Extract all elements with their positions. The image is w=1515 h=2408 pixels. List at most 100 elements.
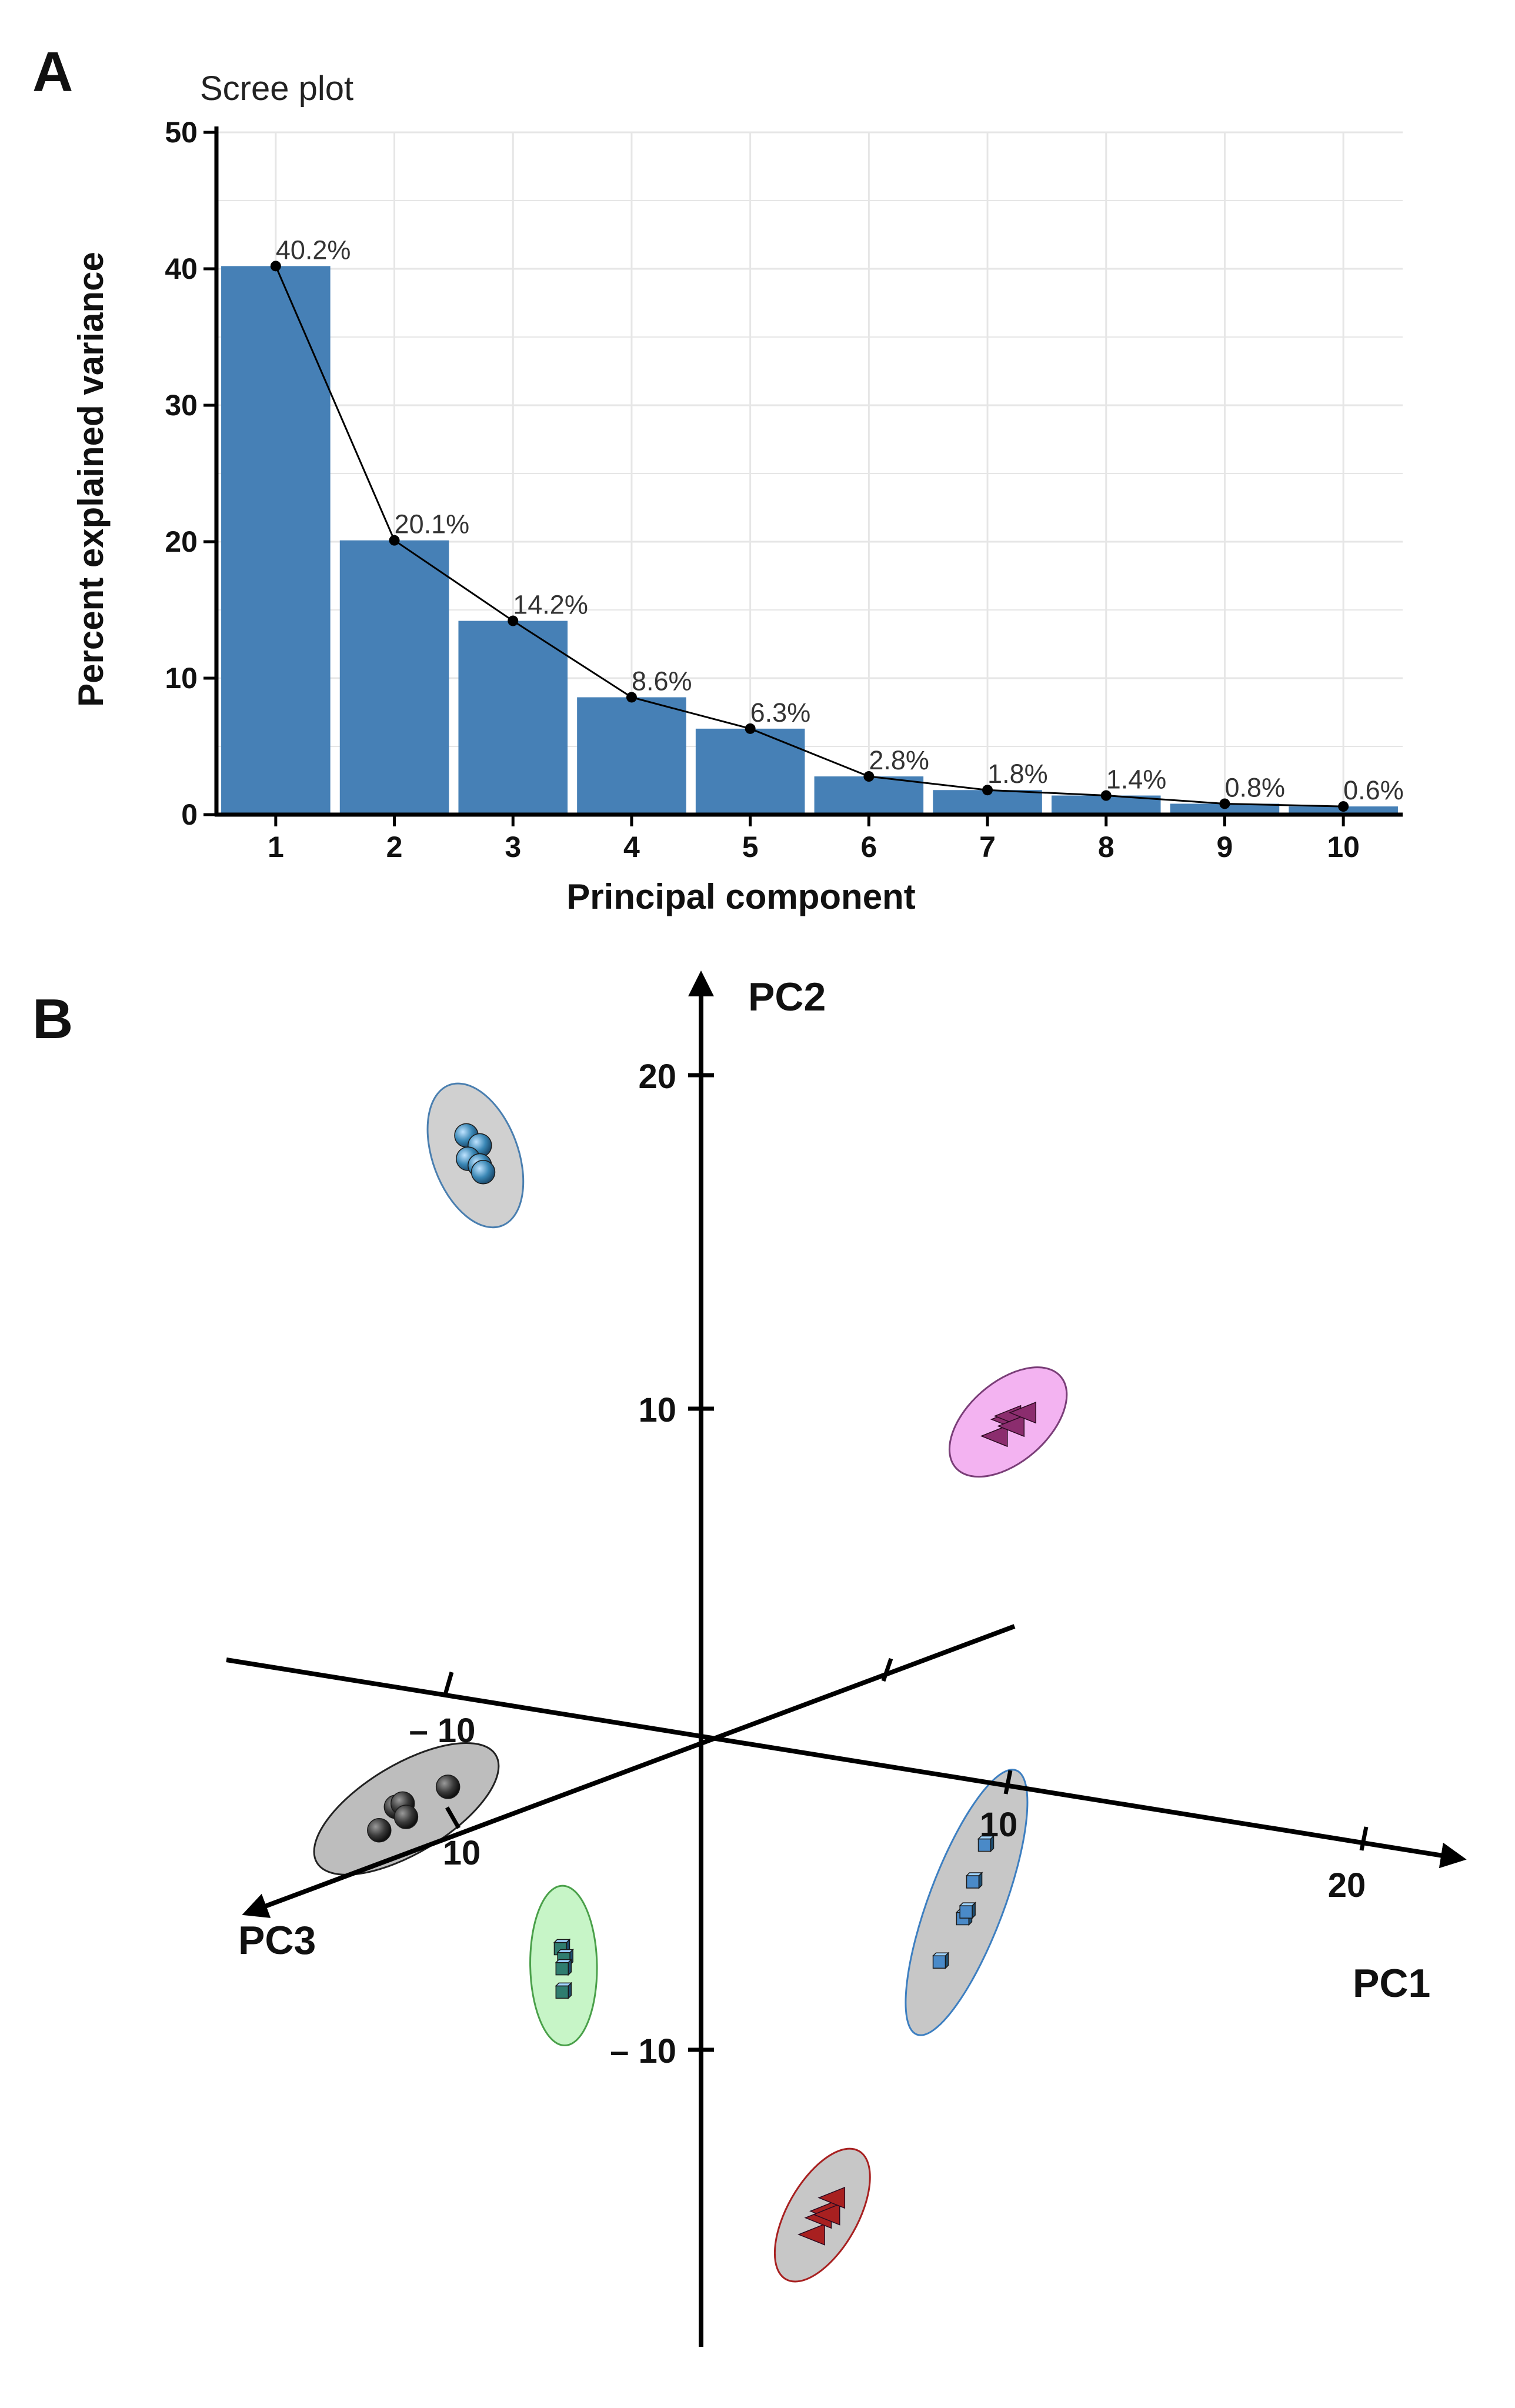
scree-point-pc7 bbox=[982, 785, 993, 796]
cluster-6-point-1 bbox=[797, 2223, 825, 2246]
scree-y-ticks: 0 10 20 30 40 50 bbox=[165, 116, 216, 831]
scree-x-ticks: 1 2 3 4 5 6 7 8 9 10 bbox=[268, 815, 1360, 863]
panel-b-letter: B bbox=[32, 988, 73, 1050]
scree-data-labels: 40.2% 20.1% 14.2% 8.6% 6.3% 2.8% 1.8% 1.4% 0.8% 0… bbox=[276, 235, 1404, 805]
scree-point-pc8 bbox=[1100, 790, 1112, 801]
pc3-tick-label-10: 10 bbox=[443, 1834, 481, 1872]
cluster-5-point-4 bbox=[965, 1872, 983, 1889]
cluster-4-point-3 bbox=[555, 1958, 573, 1976]
scree-point-pc1 bbox=[270, 261, 281, 272]
x-tick-label: 3 bbox=[505, 831, 521, 863]
x-tick-label: 5 bbox=[742, 831, 759, 863]
pc1-tick-label-20: 20 bbox=[1328, 1866, 1366, 1905]
cluster-4-point-4 bbox=[555, 1982, 573, 2000]
panel-a-letter: A bbox=[32, 41, 73, 104]
scree-point-pc9 bbox=[1219, 798, 1230, 809]
cluster-3-point-4 bbox=[393, 1805, 419, 1829]
pc2-tick-label-neg10: – 10 bbox=[610, 2032, 676, 2070]
pc3-tick-10 bbox=[445, 1806, 461, 1829]
cluster-2-point-5 bbox=[1009, 1402, 1036, 1424]
pc1-tick-label-10: 10 bbox=[980, 1806, 1018, 1844]
y-tick-label: 20 bbox=[165, 525, 198, 558]
pc3-label: PC3 bbox=[238, 1918, 316, 1963]
pca-3d-scatter: PC2 PC1 PC3 20 10 – 10 10 20 – 10 10 bbox=[226, 970, 1467, 2347]
scree-point-pc3 bbox=[508, 615, 519, 626]
pc3-tick-neg10 bbox=[443, 1672, 454, 1695]
data-label-pc7: 1.8% bbox=[987, 759, 1048, 789]
scree-x-axis-title: Principal component bbox=[566, 877, 915, 916]
pc1-axis bbox=[226, 1657, 1467, 1869]
y-tick-label: 10 bbox=[165, 662, 198, 695]
cluster-ellipses bbox=[313, 1082, 1068, 2283]
cluster-6-point-5 bbox=[817, 2186, 846, 2209]
cube-side bbox=[978, 1872, 983, 1889]
pc2-label: PC2 bbox=[748, 975, 826, 1019]
y-tick-label: 50 bbox=[165, 116, 198, 149]
data-label-pc3: 14.2% bbox=[513, 590, 588, 620]
data-label-pc5: 6.3% bbox=[750, 698, 811, 728]
data-label-pc4: 8.6% bbox=[632, 666, 692, 696]
bar-pc1 bbox=[221, 266, 331, 815]
scree-point-pc5 bbox=[745, 723, 756, 734]
cube-side bbox=[990, 1835, 995, 1853]
x-tick-label: 10 bbox=[1327, 831, 1360, 863]
cluster-1-point-5 bbox=[470, 1160, 496, 1185]
cluster-6-point-4 bbox=[812, 2203, 840, 2226]
cluster-5-point-5 bbox=[977, 1835, 995, 1853]
data-label-pc6: 2.8% bbox=[869, 745, 929, 775]
y-tick-label: 30 bbox=[165, 389, 198, 422]
cluster-3-point-5 bbox=[435, 1775, 460, 1799]
scree-point-pc2 bbox=[389, 535, 400, 546]
cube-front bbox=[966, 1875, 980, 1889]
cube-front bbox=[555, 1962, 569, 1976]
scree-title: Scree plot bbox=[200, 69, 353, 108]
pca-axes bbox=[226, 970, 1467, 2347]
cluster-2-point-4 bbox=[997, 1415, 1025, 1438]
cube-front bbox=[959, 1905, 973, 1919]
pc3-tick-pos-back bbox=[881, 1657, 893, 1682]
y-tick-label: 0 bbox=[181, 798, 198, 831]
scree-point-pc10 bbox=[1338, 801, 1349, 812]
scree-plot: Scree plot 40.2% 20.1% 14.2% 8.6% 6.3% 2.8% 1.… bbox=[71, 69, 1404, 916]
pc3-tick-label-neg10: – 10 bbox=[409, 1712, 476, 1750]
cube-side bbox=[972, 1902, 976, 1919]
pc1-label: PC1 bbox=[1353, 1961, 1430, 2006]
bar-pc6 bbox=[814, 776, 924, 815]
data-label-pc10: 0.6% bbox=[1343, 775, 1404, 805]
x-tick-label: 6 bbox=[860, 831, 877, 863]
pc2-tick-label-20: 20 bbox=[638, 1058, 676, 1096]
pc1-tick-10 bbox=[1003, 1770, 1013, 1795]
x-tick-label: 7 bbox=[979, 831, 996, 863]
cluster-2-point-1 bbox=[980, 1425, 1008, 1448]
scree-point-pc4 bbox=[626, 692, 637, 703]
cube-front bbox=[932, 1955, 946, 1969]
data-label-pc1: 40.2% bbox=[276, 235, 351, 265]
cube-side bbox=[568, 1982, 572, 2000]
cluster-5-point-1 bbox=[932, 1952, 950, 1970]
cluster-5-point-3 bbox=[959, 1902, 976, 1919]
scree-axes bbox=[214, 126, 1403, 817]
cluster-points bbox=[367, 1123, 1036, 2246]
scree-point-pc6 bbox=[863, 771, 875, 782]
data-label-pc9: 0.8% bbox=[1224, 772, 1285, 802]
cube-side bbox=[568, 1958, 572, 1976]
cube-side bbox=[945, 1952, 949, 1970]
x-tick-label: 4 bbox=[623, 831, 640, 863]
bar-pc3 bbox=[458, 621, 568, 815]
bar-pc5 bbox=[695, 728, 805, 815]
cluster-3-point-1 bbox=[367, 1818, 392, 1843]
scree-bars bbox=[221, 266, 1398, 815]
cube-front bbox=[555, 1985, 569, 1999]
data-label-pc2: 20.1% bbox=[395, 509, 470, 539]
scree-line bbox=[275, 265, 1344, 808]
bar-pc2 bbox=[339, 540, 449, 815]
pc2-tick-label-10: 10 bbox=[638, 1391, 676, 1429]
x-tick-label: 2 bbox=[386, 831, 403, 863]
data-label-pc8: 1.4% bbox=[1106, 765, 1167, 795]
y-tick-label: 40 bbox=[165, 252, 198, 285]
pc1-tick-20 bbox=[1359, 1826, 1369, 1851]
bar-pc9 bbox=[1170, 803, 1280, 815]
x-tick-label: 8 bbox=[1098, 831, 1114, 863]
scree-y-axis-title: Percent explained variance bbox=[71, 252, 111, 707]
